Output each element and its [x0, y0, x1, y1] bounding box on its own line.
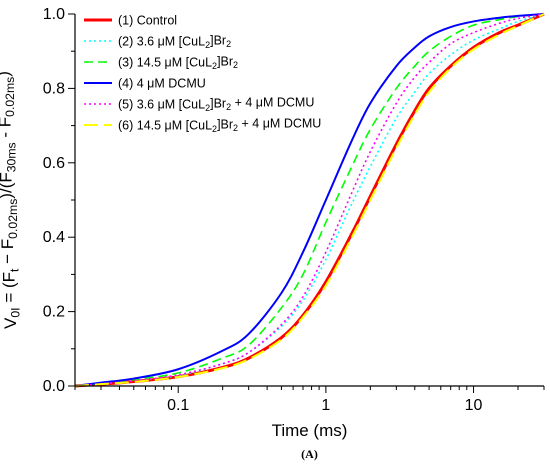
series-line-3: [74, 13, 545, 387]
y-tick-label: 0.6: [43, 155, 65, 172]
series-line-2: [74, 13, 545, 387]
x-tick-label: 0.1: [167, 397, 189, 414]
y-tick-label: 1.0: [43, 6, 65, 23]
series-line-5: [74, 13, 545, 387]
legend-label-1: (1) Control: [118, 14, 177, 28]
axes-layer: [68, 13, 545, 393]
legend-label-3: (3) 14.5 μM [CuL2]Br2: [118, 55, 238, 72]
y-tick-label: 0.2: [43, 304, 65, 321]
tick-labels: 0.1 1 10 0.0 0.2 0.4 0.6 0.8 1.0: [43, 6, 483, 414]
y-tick-label: 0.4: [43, 229, 65, 246]
legend-label-6: (6) 14.5 μM [CuL2]Br2 + 4 μM DCMU: [118, 117, 321, 134]
legend-label-2: (2) 3.6 μM [CuL2]Br2: [118, 34, 231, 51]
legend-label-5: (5) 3.6 μM [CuL2]Br2 + 4 μM DCMU: [118, 96, 314, 113]
panel-label: (A): [301, 447, 318, 461]
x-tick-label: 10: [465, 397, 483, 414]
y-tick-label: 0.0: [43, 378, 65, 395]
y-axis-title: V0I = (Ft − F0.02ms)/(F30ms - F0.02ms): [0, 71, 23, 329]
x-tick-label: 1: [321, 397, 330, 414]
y-tick-label: 0.8: [43, 80, 65, 97]
x-axis-title: Time (ms): [272, 421, 348, 440]
series-line-1: [74, 12, 545, 388]
series-line-4: [74, 13, 545, 387]
series-line-6: [74, 13, 545, 387]
legend-label-4: (4) 4 μM DCMU: [118, 77, 206, 91]
legend: (1) Control (2) 3.6 μM [CuL2]Br2 (3) 14.5 …: [84, 14, 321, 134]
series-layer: [74, 12, 545, 388]
